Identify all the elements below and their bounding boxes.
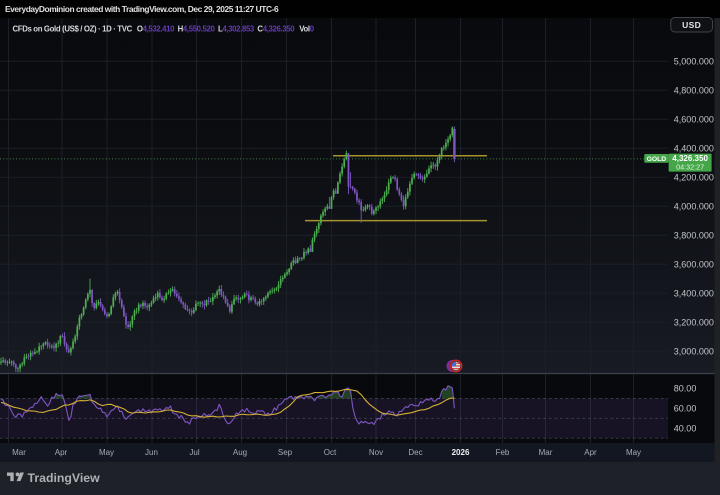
svg-text:4,000.000: 4,000.000 bbox=[674, 201, 714, 211]
svg-text:TradingView: TradingView bbox=[28, 471, 101, 485]
svg-text:3,600.000: 3,600.000 bbox=[674, 259, 714, 269]
svg-text:GOLD: GOLD bbox=[647, 156, 667, 163]
svg-text:4,800.000: 4,800.000 bbox=[674, 85, 714, 95]
svg-text:4,400.000: 4,400.000 bbox=[674, 143, 714, 153]
svg-text:5,000.000: 5,000.000 bbox=[674, 56, 714, 66]
svg-text:Mar: Mar bbox=[12, 448, 26, 457]
svg-text:2026: 2026 bbox=[452, 448, 470, 457]
svg-text:04:32:27: 04:32:27 bbox=[676, 162, 704, 171]
svg-text:EverydayDominion created with: EverydayDominion created with TradingVie… bbox=[5, 4, 279, 14]
svg-text:60.00: 60.00 bbox=[674, 404, 697, 414]
svg-text:3,400.000: 3,400.000 bbox=[674, 288, 714, 298]
svg-text:3,200.000: 3,200.000 bbox=[674, 317, 714, 327]
svg-text:Nov: Nov bbox=[369, 448, 383, 457]
svg-text:Dec: Dec bbox=[408, 448, 422, 457]
svg-text:Sep: Sep bbox=[278, 448, 293, 457]
svg-text:USD: USD bbox=[682, 20, 701, 30]
svg-text:Jun: Jun bbox=[145, 448, 158, 457]
svg-text:Apr: Apr bbox=[584, 448, 597, 457]
svg-text:4,600.000: 4,600.000 bbox=[674, 114, 714, 124]
svg-text:Oct: Oct bbox=[324, 448, 337, 457]
svg-text:Apr: Apr bbox=[55, 448, 68, 457]
svg-text:40.00: 40.00 bbox=[674, 424, 697, 434]
svg-text:80.00: 80.00 bbox=[674, 384, 697, 394]
svg-text:Jul: Jul bbox=[189, 448, 199, 457]
svg-text:4,200.000: 4,200.000 bbox=[674, 172, 714, 182]
svg-text:3,000.000: 3,000.000 bbox=[674, 346, 714, 356]
svg-text:May: May bbox=[626, 448, 641, 457]
svg-text:3,800.000: 3,800.000 bbox=[674, 230, 714, 240]
svg-text:May: May bbox=[99, 448, 114, 457]
svg-text:Mar: Mar bbox=[539, 448, 553, 457]
svg-text:Feb: Feb bbox=[496, 448, 510, 457]
svg-text:4,326.350: 4,326.350 bbox=[672, 154, 708, 163]
svg-text:Aug: Aug bbox=[233, 448, 247, 457]
svg-text:CFDs on Gold (US$ / OZ) · 1D ·: CFDs on Gold (US$ / OZ) · 1D · TVC O4,532… bbox=[13, 25, 315, 34]
